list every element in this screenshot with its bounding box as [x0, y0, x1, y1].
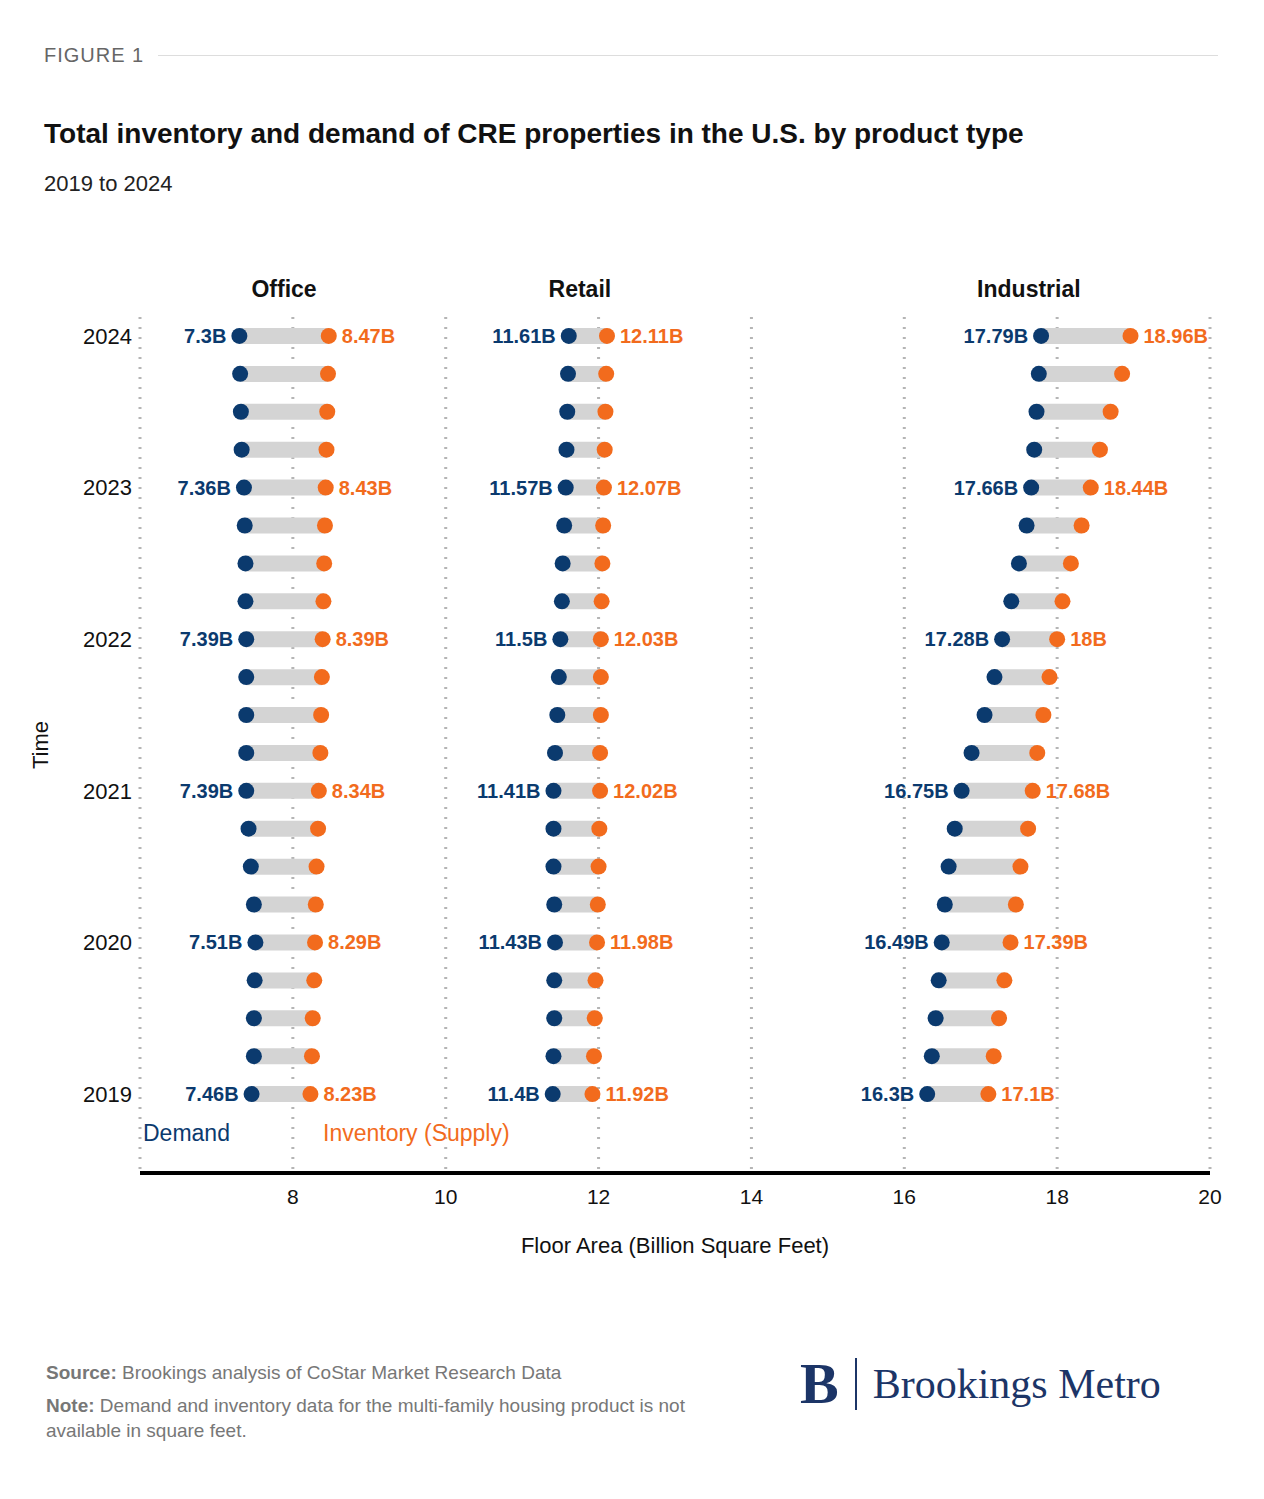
svg-text:18B: 18B — [1070, 628, 1107, 650]
html-text:Office: Office — [251, 276, 317, 302]
svg-text:11.43B: 11.43B — [479, 931, 542, 953]
svg-text:16.75B: 16.75B — [884, 780, 949, 802]
svg-text:11.4B: 11.4B — [487, 1083, 539, 1105]
svg-text:11.41B: 11.41B — [477, 780, 540, 802]
html-text:Source: Brookings analysis of: Source: Brookings analysis of CoStar Mar… — [46, 1362, 562, 1383]
svg-text:8.39B: 8.39B — [336, 628, 389, 650]
html-text:Note: Demand and inventory dat: Note: Demand and inventory data for the … — [46, 1395, 685, 1441]
svg-text:2020: 2020 — [83, 930, 132, 955]
svg-text:12.07B: 12.07B — [617, 477, 682, 499]
svg-text:12.03B: 12.03B — [614, 628, 679, 650]
svg-text:18.96B: 18.96B — [1144, 325, 1209, 347]
svg-text:18: 18 — [1045, 1185, 1068, 1208]
svg-text:16: 16 — [893, 1185, 916, 1208]
html-text:B: B — [800, 1351, 839, 1416]
svg-text:8.43B: 8.43B — [339, 477, 392, 499]
html-text:2019 to 2024: 2019 to 2024 — [44, 171, 173, 196]
svg-text:8.34B: 8.34B — [332, 780, 385, 802]
svg-text:12.11B: 12.11B — [620, 325, 683, 347]
svg-text:2022: 2022 — [83, 627, 132, 652]
html-text:FIGURE 1: FIGURE 1 — [44, 44, 145, 66]
svg-text:7.39B: 7.39B — [180, 628, 233, 650]
svg-text:11.57B: 11.57B — [489, 477, 552, 499]
svg-text:17.79B: 17.79B — [964, 325, 1029, 347]
svg-text:2023: 2023 — [83, 475, 132, 500]
svg-text:18.44B: 18.44B — [1104, 477, 1169, 499]
svg-text:20: 20 — [1198, 1185, 1221, 1208]
svg-text:16.3B: 16.3B — [861, 1083, 914, 1105]
svg-text:16.49B: 16.49B — [864, 931, 929, 953]
svg-text:17.28B: 17.28B — [925, 628, 990, 650]
svg-text:8.47B: 8.47B — [342, 325, 395, 347]
html-text:Total inventory and demand of: Total inventory and demand of CRE proper… — [44, 118, 1024, 149]
svg-text:17.68B: 17.68B — [1046, 780, 1111, 802]
svg-text:12.02B: 12.02B — [613, 780, 678, 802]
html-text:Brookings Metro: Brookings Metro — [872, 1361, 1161, 1407]
svg-text:17.66B: 17.66B — [954, 477, 1019, 499]
svg-text:7.46B: 7.46B — [185, 1083, 238, 1105]
svg-text:7.3B: 7.3B — [184, 325, 226, 347]
html-text:Inventory (Supply): Inventory (Supply) — [323, 1120, 510, 1146]
html-text:Demand: Demand — [143, 1120, 230, 1146]
svg-text:10: 10 — [434, 1185, 457, 1208]
svg-text:11.5B: 11.5B — [495, 628, 547, 650]
svg-text:Floor Area (Billion Square Fee: Floor Area (Billion Square Feet) — [521, 1233, 829, 1258]
svg-text:7.36B: 7.36B — [178, 477, 231, 499]
svg-text:11.92B: 11.92B — [605, 1083, 668, 1105]
svg-text:12: 12 — [587, 1185, 610, 1208]
svg-text:17.39B: 17.39B — [1024, 931, 1089, 953]
svg-text:2021: 2021 — [83, 779, 132, 804]
svg-text:2024: 2024 — [83, 324, 132, 349]
svg-text:8.29B: 8.29B — [328, 931, 381, 953]
html-text:Retail: Retail — [548, 276, 612, 302]
svg-text:17.1B: 17.1B — [1001, 1083, 1054, 1105]
svg-text:7.51B: 7.51B — [189, 931, 242, 953]
svg-text:11.98B: 11.98B — [610, 931, 673, 953]
svg-text:7.39B: 7.39B — [180, 780, 233, 802]
svg-text:14: 14 — [740, 1185, 764, 1208]
svg-text:8: 8 — [287, 1185, 299, 1208]
svg-text:8.23B: 8.23B — [323, 1083, 376, 1105]
svg-text:2019: 2019 — [83, 1082, 132, 1107]
svg-text:11.61B: 11.61B — [492, 325, 555, 347]
html-text:Industrial: Industrial — [977, 276, 1081, 302]
svg-text:Time: Time — [28, 721, 53, 769]
